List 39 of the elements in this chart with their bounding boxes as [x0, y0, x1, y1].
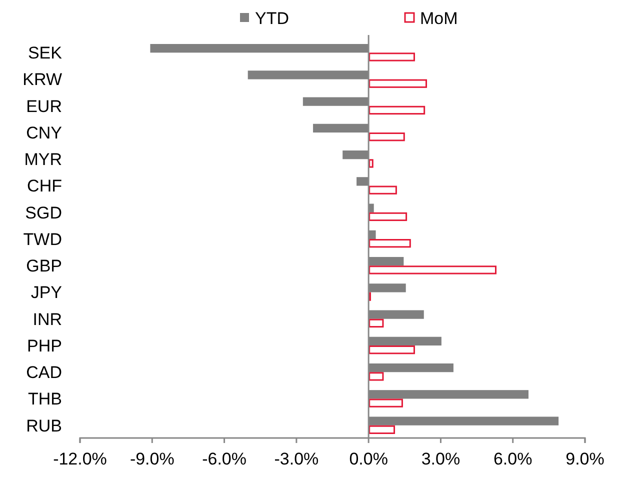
- x-tick-label: -3.0%: [274, 450, 319, 469]
- x-tick-label: -6.0%: [202, 450, 246, 469]
- bar: [368, 212, 408, 222]
- bar: [368, 266, 497, 274]
- y-tick-label: MYR: [24, 150, 62, 170]
- bar: [368, 52, 415, 62]
- bar: [368, 425, 396, 434]
- y-tick-label: THB: [28, 390, 62, 409]
- y-tick-label: EUR: [26, 96, 62, 116]
- y-tick-label: CHF: [27, 176, 62, 196]
- y-tick-label: GBP: [26, 256, 62, 276]
- legend-label: MoM: [420, 8, 458, 28]
- y-tick-label: TWD: [23, 230, 62, 249]
- y-tick-label: CAD: [26, 363, 62, 382]
- y-tick-label: KRW: [22, 70, 62, 90]
- x-tick-label: 3.0%: [421, 450, 460, 469]
- x-tick-label: 9.0%: [566, 450, 604, 469]
- x-tick-label: 6.0%: [493, 450, 532, 469]
- y-tick-label: RUB: [26, 416, 62, 436]
- x-tick-label: -12.0%: [53, 450, 107, 469]
- bar: [368, 106, 426, 115]
- y-tick-label: SGD: [25, 203, 62, 222]
- y-tick-label: SEK: [28, 44, 63, 63]
- bar: [368, 186, 397, 194]
- bar: [368, 159, 374, 168]
- y-tick-label: INR: [32, 310, 62, 329]
- bar: [368, 318, 384, 328]
- bar: [368, 79, 428, 88]
- bar: [368, 372, 384, 381]
- bar: [368, 239, 411, 248]
- bar: [368, 132, 405, 142]
- x-tick-label: 0.0%: [349, 450, 388, 469]
- x-tick-label: -9.0%: [130, 450, 174, 469]
- y-tick-label: CNY: [26, 123, 62, 142]
- y-tick-label: JPY: [30, 283, 62, 302]
- bar: [368, 398, 403, 408]
- legend-label: YTD: [255, 8, 289, 28]
- y-tick-label: PHP: [27, 336, 62, 356]
- bar: [368, 345, 415, 354]
